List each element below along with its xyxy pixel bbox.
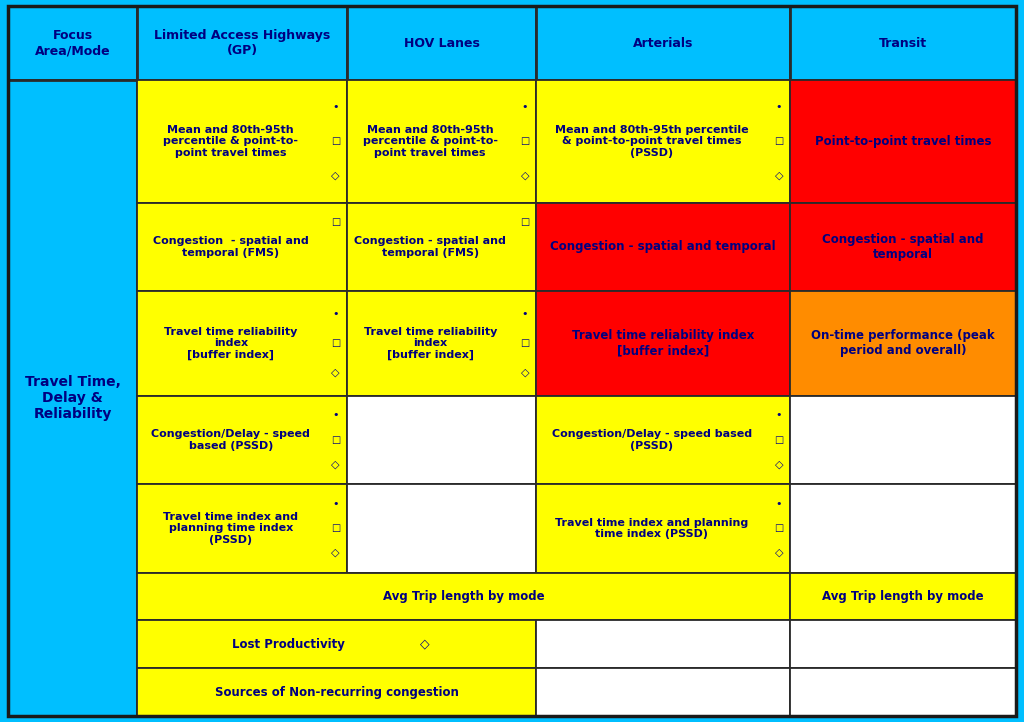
- Text: Limited Access Highways
(GP): Limited Access Highways (GP): [154, 29, 330, 57]
- Text: •: •: [775, 499, 782, 508]
- Text: •: •: [332, 103, 339, 112]
- Bar: [791, 484, 1016, 573]
- Text: □: □: [520, 339, 529, 349]
- Bar: [537, 396, 791, 484]
- Text: Travel time index and planning
time index (PSSD): Travel time index and planning time inde…: [555, 518, 749, 539]
- Text: Mean and 80th-95th percentile
& point-to-point travel times
(PSSD): Mean and 80th-95th percentile & point-to…: [555, 125, 749, 158]
- Bar: [347, 291, 537, 396]
- Text: Lost Productivity: Lost Productivity: [232, 638, 345, 651]
- Text: ◇: ◇: [774, 170, 783, 180]
- Text: On-time performance (peak
period and overall): On-time performance (peak period and ove…: [811, 329, 994, 357]
- Bar: [537, 291, 791, 396]
- Text: •: •: [332, 410, 339, 420]
- Text: ◇: ◇: [774, 548, 783, 558]
- Text: •: •: [521, 103, 528, 112]
- Bar: [137, 396, 347, 484]
- Text: Arterials: Arterials: [633, 37, 693, 50]
- Text: Congestion/Delay - speed
based (PSSD): Congestion/Delay - speed based (PSSD): [152, 429, 310, 451]
- Bar: [791, 396, 1016, 484]
- Text: ◇: ◇: [331, 460, 340, 470]
- Bar: [8, 6, 137, 80]
- Text: Transit: Transit: [879, 37, 927, 50]
- Text: □: □: [774, 136, 783, 147]
- Text: □: □: [520, 217, 529, 227]
- Text: •: •: [332, 499, 339, 508]
- Text: ◇: ◇: [331, 367, 340, 378]
- Text: ◇: ◇: [520, 367, 529, 378]
- Text: Congestion/Delay - speed based
(PSSD): Congestion/Delay - speed based (PSSD): [552, 429, 752, 451]
- Bar: [791, 573, 1016, 620]
- Bar: [537, 203, 791, 291]
- Bar: [347, 80, 537, 203]
- Bar: [791, 80, 1016, 203]
- Bar: [8, 80, 137, 716]
- Bar: [791, 620, 1016, 669]
- Text: Avg Trip length by mode: Avg Trip length by mode: [822, 590, 984, 603]
- Bar: [537, 6, 791, 80]
- Text: ◇: ◇: [331, 548, 340, 558]
- Text: Travel time reliability
index
[buffer index]: Travel time reliability index [buffer in…: [164, 326, 297, 360]
- Text: Travel time reliability index
[buffer index]: Travel time reliability index [buffer in…: [572, 329, 755, 357]
- Bar: [137, 573, 791, 620]
- Text: Congestion  - spatial and
temporal (FMS): Congestion - spatial and temporal (FMS): [153, 236, 308, 258]
- Text: Avg Trip length by mode: Avg Trip length by mode: [383, 590, 545, 603]
- Text: Focus
Area/Mode: Focus Area/Mode: [35, 29, 111, 57]
- Text: □: □: [331, 435, 340, 445]
- Text: Travel Time,
Delay &
Reliability: Travel Time, Delay & Reliability: [25, 375, 121, 422]
- Text: Congestion - spatial and temporal: Congestion - spatial and temporal: [550, 240, 776, 253]
- Text: Point-to-point travel times: Point-to-point travel times: [815, 135, 991, 148]
- Bar: [137, 80, 347, 203]
- Text: □: □: [774, 435, 783, 445]
- Text: ◇: ◇: [420, 638, 429, 651]
- Text: Congestion - spatial and
temporal: Congestion - spatial and temporal: [822, 232, 984, 261]
- Text: Mean and 80th-95th
percentile & point-to-
point travel times: Mean and 80th-95th percentile & point-to…: [163, 125, 298, 158]
- Bar: [537, 669, 791, 716]
- Bar: [347, 396, 537, 484]
- Bar: [137, 6, 347, 80]
- Text: □: □: [331, 217, 340, 227]
- Text: □: □: [331, 136, 340, 147]
- Bar: [791, 6, 1016, 80]
- Bar: [137, 669, 537, 716]
- Text: □: □: [520, 136, 529, 147]
- Text: □: □: [331, 339, 340, 349]
- Bar: [537, 80, 791, 203]
- Text: •: •: [332, 309, 339, 319]
- Text: •: •: [775, 410, 782, 420]
- Bar: [537, 620, 791, 669]
- Text: ◇: ◇: [774, 460, 783, 470]
- Text: HOV Lanes: HOV Lanes: [403, 37, 479, 50]
- Text: Travel time index and
planning time index
(PSSD): Travel time index and planning time inde…: [163, 512, 298, 545]
- Bar: [791, 291, 1016, 396]
- Bar: [791, 203, 1016, 291]
- Text: Travel time reliability
index
[buffer index]: Travel time reliability index [buffer in…: [364, 326, 497, 360]
- Bar: [537, 484, 791, 573]
- Text: Congestion - spatial and
temporal (FMS): Congestion - spatial and temporal (FMS): [354, 236, 506, 258]
- Text: •: •: [775, 103, 782, 112]
- Bar: [137, 291, 347, 396]
- Text: •: •: [521, 309, 528, 319]
- Text: ◇: ◇: [331, 170, 340, 180]
- Bar: [347, 203, 537, 291]
- Bar: [791, 669, 1016, 716]
- Text: Mean and 80th-95th
percentile & point-to-
point travel times: Mean and 80th-95th percentile & point-to…: [362, 125, 498, 158]
- Text: □: □: [331, 523, 340, 534]
- Bar: [347, 6, 537, 80]
- Bar: [137, 620, 537, 669]
- Text: ◇: ◇: [520, 170, 529, 180]
- Bar: [137, 203, 347, 291]
- Text: □: □: [774, 523, 783, 534]
- Bar: [347, 484, 537, 573]
- Text: Sources of Non-recurring congestion: Sources of Non-recurring congestion: [215, 686, 459, 699]
- Bar: [137, 484, 347, 573]
